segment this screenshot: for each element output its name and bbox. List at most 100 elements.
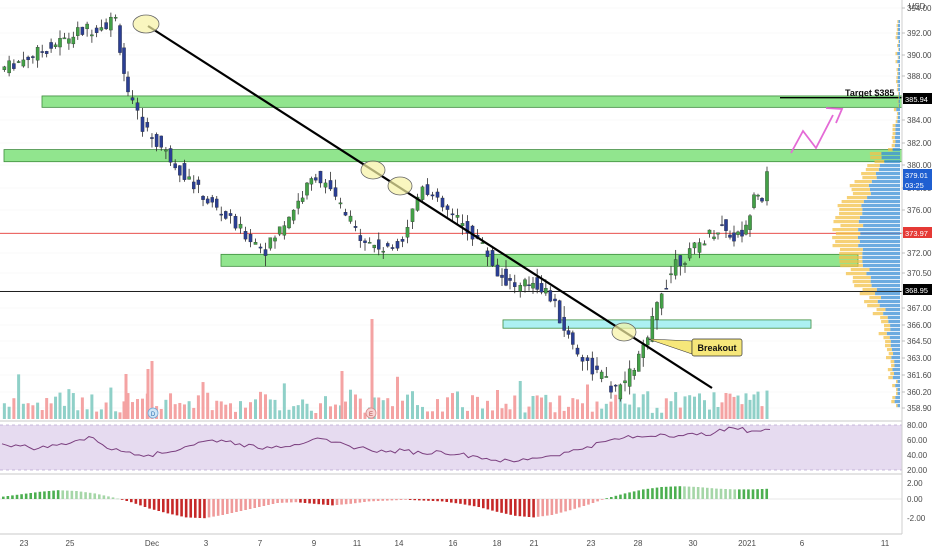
- candle-body[interactable]: [495, 264, 500, 277]
- candle-body[interactable]: [296, 200, 300, 209]
- candle-body[interactable]: [282, 225, 287, 236]
- candle-body[interactable]: [372, 244, 376, 249]
- candle-body[interactable]: [328, 180, 333, 190]
- candle-body[interactable]: [191, 181, 196, 190]
- candle-body[interactable]: [333, 187, 338, 197]
- candle-body[interactable]: [214, 198, 219, 208]
- candle-body[interactable]: [44, 51, 49, 54]
- candle-body[interactable]: [664, 288, 669, 290]
- candle-body[interactable]: [31, 56, 35, 58]
- candle-body[interactable]: [104, 22, 108, 30]
- candle-body[interactable]: [504, 268, 508, 286]
- candle-body[interactable]: [400, 239, 405, 242]
- candle-body[interactable]: [381, 250, 385, 253]
- candle-body[interactable]: [544, 288, 548, 294]
- candle-body[interactable]: [16, 61, 21, 63]
- candle-body[interactable]: [228, 213, 233, 216]
- candle-body[interactable]: [94, 27, 99, 33]
- candle-body[interactable]: [415, 196, 420, 211]
- candle-body[interactable]: [90, 34, 94, 37]
- candle-body[interactable]: [539, 283, 544, 293]
- candle-body[interactable]: [430, 194, 435, 197]
- candle-body[interactable]: [287, 216, 291, 229]
- candle-body[interactable]: [219, 213, 223, 216]
- event-marker-d[interactable]: [147, 407, 159, 419]
- candle-body[interactable]: [26, 56, 30, 61]
- candle-body[interactable]: [135, 102, 140, 111]
- candle-body[interactable]: [500, 274, 504, 278]
- candle-body[interactable]: [736, 231, 740, 235]
- candle-body[interactable]: [164, 149, 168, 152]
- candle-body[interactable]: [201, 195, 205, 200]
- support-resistance-zone[interactable]: [3, 149, 903, 163]
- candle-body[interactable]: [300, 197, 305, 202]
- candle-body[interactable]: [159, 135, 163, 148]
- candle-body[interactable]: [118, 25, 122, 53]
- candle-body[interactable]: [318, 170, 323, 184]
- candle-body[interactable]: [243, 231, 248, 240]
- candle-body[interactable]: [571, 332, 575, 345]
- candle-body[interactable]: [707, 229, 712, 235]
- support-resistance-zone[interactable]: [41, 95, 903, 108]
- candle-body[interactable]: [604, 376, 609, 378]
- candle-body[interactable]: [140, 116, 145, 132]
- candle-body[interactable]: [182, 163, 187, 180]
- candle-body[interactable]: [716, 232, 720, 235]
- candle-body[interactable]: [548, 290, 553, 302]
- candle-body[interactable]: [618, 384, 623, 400]
- candle-body[interactable]: [205, 198, 210, 204]
- candle-body[interactable]: [650, 316, 655, 342]
- candle-body[interactable]: [485, 250, 490, 257]
- candle-body[interactable]: [348, 215, 353, 222]
- candle-body[interactable]: [268, 237, 273, 249]
- candle-body[interactable]: [376, 239, 381, 250]
- candle-body[interactable]: [535, 277, 539, 290]
- candle-body[interactable]: [702, 243, 707, 246]
- candle-body[interactable]: [126, 76, 130, 93]
- candle-body[interactable]: [712, 236, 716, 239]
- candle-body[interactable]: [523, 279, 527, 287]
- candle-body[interactable]: [724, 219, 728, 231]
- candle-body[interactable]: [580, 357, 585, 362]
- candle-body[interactable]: [12, 63, 16, 69]
- candle-body[interactable]: [595, 365, 599, 370]
- candle-body[interactable]: [455, 215, 460, 218]
- candle-body[interactable]: [562, 316, 566, 331]
- candle-body[interactable]: [145, 122, 150, 128]
- candle-body[interactable]: [440, 197, 445, 208]
- candle-body[interactable]: [238, 223, 243, 229]
- candle-body[interactable]: [390, 247, 395, 249]
- candle-body[interactable]: [21, 59, 26, 67]
- time-axis[interactable]: 23 25 Dec 3 7 9 11 14 16 18 21 23 28 30 2021 6 11: [0, 535, 932, 550]
- candle-body[interactable]: [395, 241, 400, 249]
- candle-body[interactable]: [692, 242, 697, 249]
- candle-body[interactable]: [460, 223, 465, 227]
- candle-body[interactable]: [49, 42, 53, 49]
- candle-body[interactable]: [490, 250, 495, 266]
- candle-body[interactable]: [363, 240, 367, 243]
- candle-body[interactable]: [67, 38, 71, 44]
- candle-body[interactable]: [210, 197, 214, 203]
- candle-body[interactable]: [637, 353, 641, 372]
- candle-body[interactable]: [71, 36, 76, 45]
- candle-body[interactable]: [732, 232, 736, 242]
- candle-body[interactable]: [113, 17, 118, 19]
- candle-body[interactable]: [367, 242, 372, 244]
- candle-body[interactable]: [752, 194, 756, 208]
- candle-body[interactable]: [613, 384, 618, 387]
- candle-body[interactable]: [178, 165, 182, 176]
- candle-body[interactable]: [223, 211, 228, 219]
- candle-body[interactable]: [697, 242, 702, 253]
- candle-body[interactable]: [314, 177, 318, 181]
- candle-body[interactable]: [168, 148, 173, 163]
- candle-body[interactable]: [531, 282, 535, 289]
- candle-body[interactable]: [465, 221, 470, 234]
- candle-body[interactable]: [669, 273, 673, 276]
- candle-body[interactable]: [728, 234, 732, 238]
- candle-body[interactable]: [513, 282, 517, 287]
- candle-body[interactable]: [655, 302, 659, 320]
- candle-body[interactable]: [659, 293, 664, 309]
- candle-body[interactable]: [445, 205, 450, 210]
- candle-body[interactable]: [748, 215, 752, 230]
